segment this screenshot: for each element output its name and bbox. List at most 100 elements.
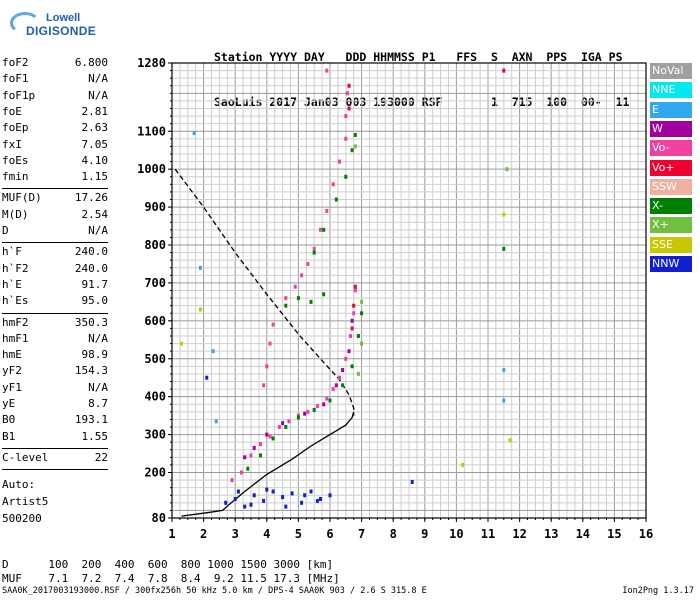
param-row-yf1: yF1 N/A — [2, 381, 108, 397]
header-line1: Station YYYY DAY DDD HHMMSS P1 FFS S AXN… — [214, 50, 623, 64]
point-x — [296, 415, 300, 420]
point-vo — [338, 375, 341, 380]
point-nnw — [236, 489, 240, 494]
y-tick-label: 600 — [144, 314, 166, 328]
x-tick-label: 4 — [263, 527, 270, 541]
muf-row: MUF 7.1 7.2 7.4 7.8 8.4 9.2 11.5 17.3 [M… — [2, 572, 340, 585]
param-key: yF1 — [2, 380, 22, 394]
point-vo — [271, 322, 275, 327]
param-key: C-level — [2, 450, 49, 464]
param-key: B0 — [2, 413, 16, 427]
point-nnw — [290, 491, 294, 496]
point-vo — [352, 311, 356, 316]
point-w — [347, 349, 351, 354]
x-tick-label: 11 — [481, 527, 495, 541]
point-nnw — [243, 504, 247, 509]
param-separator — [2, 312, 108, 314]
point-vo — [259, 442, 262, 447]
point-x — [360, 341, 364, 346]
point-x — [259, 453, 262, 458]
point-x — [328, 398, 332, 403]
logo-line1: Lowell — [46, 12, 81, 24]
param-key: fmin — [2, 170, 29, 184]
point-e — [211, 349, 215, 354]
point-x — [284, 425, 288, 429]
point-nnw — [224, 500, 228, 505]
param-value: 91.7 — [81, 277, 109, 291]
point-vo — [352, 303, 356, 308]
point-x — [271, 436, 275, 441]
param-separator — [2, 469, 108, 471]
point-vo — [306, 262, 310, 266]
x-tick-label: 7 — [358, 527, 365, 541]
line-profile — [181, 411, 355, 517]
station-header: Station YYYY DAY DDD HHMMSS P1 FFS S AXN… — [214, 20, 629, 125]
point-vo — [300, 273, 304, 278]
point-nnw — [233, 497, 237, 501]
y-tick-label: 80 — [152, 511, 166, 525]
param-key: hmF2 — [2, 315, 29, 329]
param-key: fxI — [2, 137, 22, 151]
param-value: 240.0 — [74, 261, 108, 275]
point-w — [252, 445, 256, 450]
legend-vo: Vo- — [650, 140, 692, 157]
x-tick-label: 2 — [200, 527, 207, 541]
point-nnw — [315, 498, 319, 503]
param-row-b1: B1 1.55 — [2, 430, 108, 446]
param-key: M(D) — [2, 207, 29, 221]
legend-noval: NoVal — [650, 63, 692, 79]
param-row-hf: h`F 240.0 — [2, 245, 108, 261]
param-key: foEp — [2, 121, 29, 135]
y-tick-label: 1100 — [137, 124, 166, 138]
y-tick-label: 700 — [144, 276, 166, 290]
point-vo — [319, 227, 322, 232]
param-row-ye: yE 8.7 — [2, 397, 108, 413]
param-row-b0: B0 193.1 — [2, 413, 108, 429]
point-nnw — [284, 504, 288, 509]
point-nnw — [303, 493, 307, 498]
point-vo — [268, 434, 272, 439]
point-x — [505, 167, 509, 172]
point-x — [356, 334, 360, 338]
point-sse — [198, 307, 202, 312]
param-value: 350.3 — [74, 315, 108, 329]
param-value: N/A — [88, 331, 108, 345]
point-nnw — [249, 502, 253, 507]
param-row-foep: foEp 2.63 — [2, 121, 108, 137]
param-row-hmf2: hmF2 350.3 — [2, 316, 108, 332]
point-nnw — [319, 497, 322, 501]
point-vo — [338, 159, 341, 164]
point-nnw — [205, 375, 209, 380]
param-key: hmE — [2, 348, 22, 362]
point-x — [246, 466, 250, 471]
point-w — [243, 455, 247, 460]
point-e — [502, 398, 506, 403]
legend-x: X- — [650, 198, 692, 215]
param-row-d: D N/A — [2, 224, 108, 240]
point-sse — [180, 341, 183, 346]
point-x — [344, 174, 348, 179]
param-value: 8.7 — [88, 397, 108, 410]
param-row-he: h`E 91.7 — [2, 278, 108, 294]
param-row-hmf1: hmF1 N/A — [2, 332, 108, 348]
y-tick-label: 200 — [144, 466, 166, 480]
param-key: h`F2 — [2, 261, 29, 275]
point-x — [350, 148, 354, 153]
point-vo — [344, 356, 348, 361]
x-tick-label: 3 — [232, 527, 239, 541]
version-footer: Ion2Png 1.3.17 — [622, 586, 694, 596]
param-value: 2.81 — [81, 104, 109, 118]
param-row-yf2: yF2 154.3 — [2, 364, 108, 380]
point-vo — [353, 288, 357, 293]
x-tick-label: 1 — [168, 527, 175, 541]
param-value: 1.15 — [81, 170, 109, 184]
point-vo — [325, 68, 329, 73]
autoscaler-version: 500200 — [2, 512, 42, 525]
param-value: 2.54 — [81, 207, 109, 221]
point-nnw — [281, 495, 285, 500]
file-info-footer: SAA0K_2017003193000.RSF / 300fx256h 50 k… — [2, 586, 427, 596]
point-x — [350, 364, 354, 369]
point-x — [284, 303, 288, 308]
y-tick-label: 900 — [144, 200, 166, 214]
y-tick-label: 1280 — [137, 56, 166, 70]
